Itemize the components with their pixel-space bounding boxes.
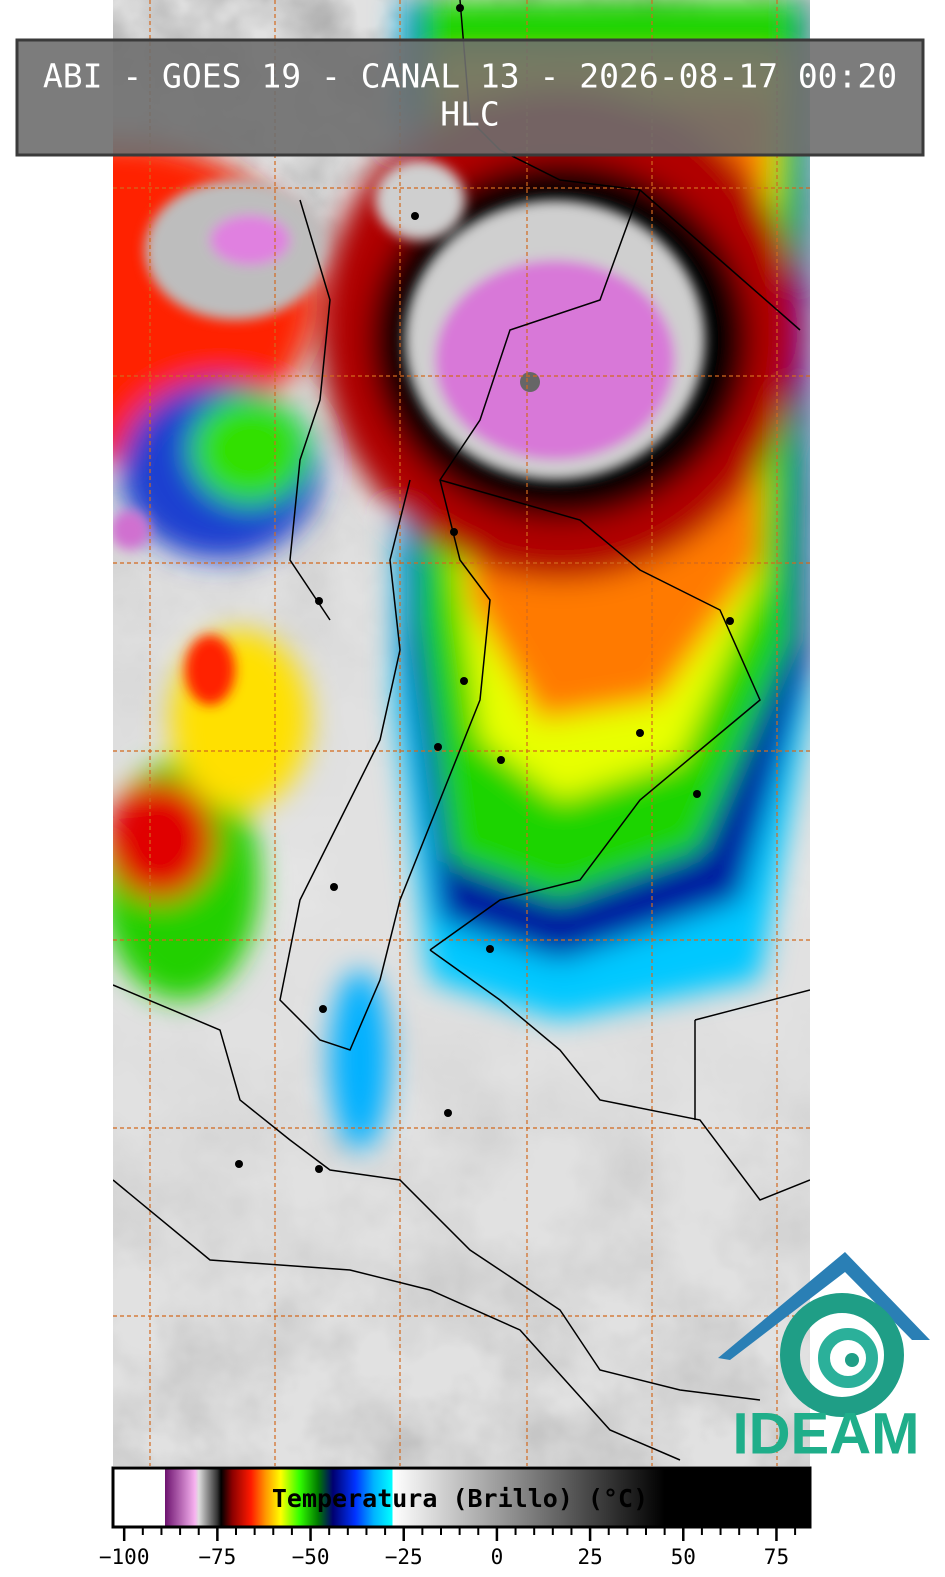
title: ABI - GOES 19 - CANAL 13 - 2026-08-17 00… (43, 57, 897, 96)
logo-text: IDEAM (733, 1401, 920, 1466)
tick-label: 75 (764, 1545, 789, 1569)
tick-label: 0 (491, 1545, 504, 1569)
logo: IDEAM (718, 1252, 930, 1466)
tick-label: 25 (577, 1545, 602, 1569)
colorbar-label: Temperatura (Brillo) (°C) (272, 1484, 648, 1513)
tick-label: −50 (292, 1545, 330, 1569)
tick-label: 50 (671, 1545, 696, 1569)
tick-label: −100 (99, 1545, 150, 1569)
colorbar-fill (111, 1466, 812, 1529)
imagery (113, 0, 810, 1466)
tick-label: −25 (385, 1545, 423, 1569)
subtitle: HLC (440, 95, 500, 134)
title-box (15, 38, 925, 157)
tick-label: −75 (198, 1545, 236, 1569)
colorbar: Temperatura (Brillo) (°C) −100 −75 −50 −25 0 2… (99, 1466, 812, 1569)
